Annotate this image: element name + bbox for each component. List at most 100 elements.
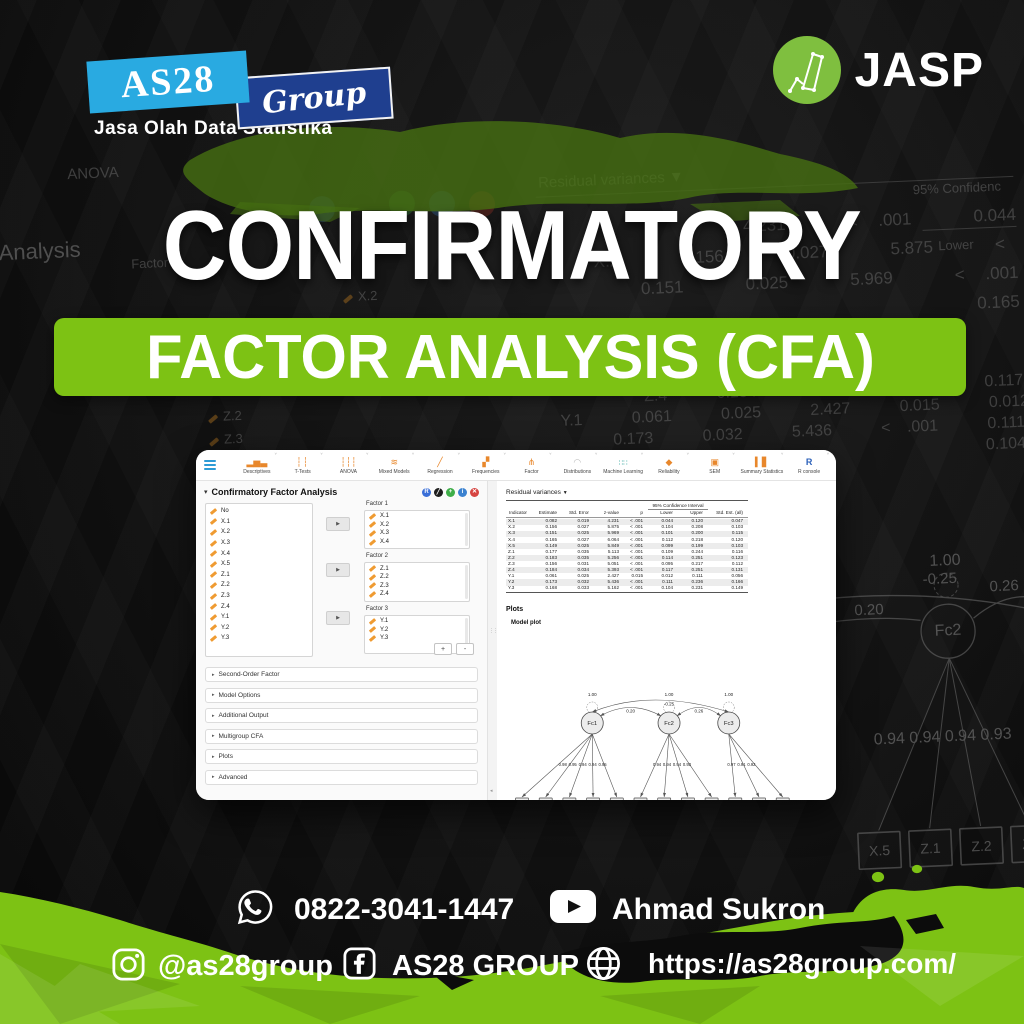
- toolbar-icon: [755, 456, 769, 469]
- cell-std-error: 0.034: [577, 567, 590, 572]
- toolbar-item[interactable]: Frequencies: [466, 451, 506, 479]
- options-section[interactable]: ▸ Plots: [205, 749, 478, 764]
- variable-item[interactable]: X.3: [365, 529, 469, 538]
- scale-icon: [209, 624, 218, 632]
- variable-item[interactable]: X.3: [206, 538, 312, 549]
- variable-item[interactable]: Z.2: [365, 573, 469, 582]
- assign-factor2-button[interactable]: ▶: [326, 563, 350, 577]
- options-section[interactable]: ▸ Advanced: [205, 769, 478, 785]
- scale-icon: [368, 582, 377, 590]
- variable-item[interactable]: X.1: [206, 517, 312, 528]
- jasp-window: Descriptives T-Tests ANOVA Mixed Models …: [196, 450, 836, 800]
- facebook-icon: [341, 945, 378, 987]
- ci-header: 95% Confidence Interval: [648, 503, 708, 510]
- cell-std-error: 0.025: [577, 542, 590, 548]
- svg-text:0.20: 0.20: [854, 601, 884, 619]
- cell-std-error: 0.033: [577, 585, 590, 591]
- variable-item[interactable]: X.1: [365, 512, 469, 521]
- svg-text:0.95: 0.95: [569, 762, 578, 767]
- table-title[interactable]: Residual variances ▼: [506, 489, 836, 496]
- toolbar-item-label: R console: [797, 468, 821, 475]
- r-syntax-button[interactable]: R: [422, 487, 431, 497]
- add-factor-button[interactable]: +: [434, 643, 452, 655]
- menu-button[interactable]: [196, 450, 230, 480]
- options-section[interactable]: ▸ Second-Order Factor: [205, 667, 478, 682]
- toolbar-item[interactable]: Regression: [420, 451, 460, 479]
- variable-item[interactable]: Z.4: [365, 590, 469, 599]
- toolbar-item[interactable]: Distributions: [557, 451, 598, 479]
- cell-std-est: 0.112: [731, 560, 743, 566]
- close-analysis-button[interactable]: ✕: [470, 487, 479, 497]
- scale-icon: [209, 518, 218, 526]
- svg-text:0.94: 0.94: [589, 762, 598, 767]
- assign-factor1-button[interactable]: ▶: [326, 517, 350, 531]
- variable-item[interactable]: Z.1: [365, 564, 469, 573]
- variable-item[interactable]: Y.3: [206, 633, 312, 644]
- scale-icon: [368, 573, 377, 581]
- help-button[interactable]: i: [458, 487, 467, 497]
- variable-item[interactable]: Z.1: [206, 570, 312, 581]
- toolbar-item[interactable]: Descriptives: [237, 451, 277, 479]
- collapse-caret-icon[interactable]: ▾: [204, 489, 208, 496]
- toolbar-item[interactable]: ANOVA: [328, 451, 369, 479]
- section-label: Advanced: [218, 773, 248, 781]
- plots-heading: Plots: [506, 605, 524, 613]
- variable-item[interactable]: Z.3: [206, 591, 312, 602]
- factor-name-field[interactable]: Factor 3: [366, 605, 389, 612]
- cell-indicator: X.2: [508, 524, 515, 530]
- toolbar-item-label: Distributions: [563, 468, 592, 475]
- table-row: X.2 0.156 0.027 5.875 < .001 0.104 0.208…: [506, 525, 748, 531]
- cell-upper: 0.251: [691, 554, 704, 560]
- toolbar-item-label: Reliability: [658, 468, 680, 475]
- toolbar-item[interactable]: Mixed Models: [374, 451, 414, 479]
- toolbar-item[interactable]: Machine Learning: [603, 451, 643, 479]
- svg-text:0.97: 0.97: [727, 762, 736, 767]
- remove-factor-button[interactable]: -: [456, 643, 474, 655]
- edit-title-button[interactable]: ╱: [434, 487, 443, 497]
- toolbar-item[interactable]: T-Tests: [283, 451, 323, 479]
- variable-label: Z.3: [221, 593, 230, 600]
- variable-item[interactable]: X.2: [206, 527, 312, 538]
- variable-label: X.4: [221, 550, 231, 557]
- options-section[interactable]: ▸ Model Options: [205, 687, 478, 703]
- variable-item[interactable]: Y.2: [365, 625, 469, 634]
- scale-icon: [368, 591, 377, 598]
- factor-name-field[interactable]: Factor 1: [366, 501, 389, 507]
- divider-handle[interactable]: ⋮⋮: [489, 627, 498, 634]
- variable-item[interactable]: Z.4: [206, 601, 312, 612]
- toolbar-item[interactable]: SEM: [695, 451, 735, 479]
- variable-item[interactable]: Y.1: [206, 612, 312, 623]
- variable-item[interactable]: X.5: [206, 559, 312, 570]
- variable-item[interactable]: No: [206, 506, 312, 517]
- toolbar-item[interactable]: R console: [789, 451, 829, 479]
- cell-lower: 0.101: [661, 530, 674, 536]
- toolbar-item-label: Descriptives: [243, 468, 271, 475]
- results-panel: Residual variances ▼ 95% Confidence Inte…: [497, 481, 836, 800]
- variable-item[interactable]: Y.2: [206, 623, 312, 634]
- variable-item[interactable]: Z.3: [365, 582, 469, 591]
- cell-estimate: 0.082: [545, 518, 558, 524]
- duplicate-analysis-button[interactable]: +: [446, 487, 455, 497]
- variable-item[interactable]: X.2: [365, 521, 469, 530]
- toolbar-item[interactable]: Factor: [512, 451, 552, 479]
- assign-factor3-button[interactable]: ▶: [326, 611, 350, 625]
- collapse-panel-icon[interactable]: ◂: [490, 788, 493, 794]
- bg-var-z3: Z.3: [209, 431, 243, 447]
- cell-std-error: 0.025: [577, 530, 590, 536]
- variable-item[interactable]: Y.1: [365, 617, 469, 626]
- factor-name-field[interactable]: Factor 2: [366, 553, 389, 560]
- variable-item[interactable]: X.4: [206, 548, 312, 559]
- table-row: Z.1 0.177 0.035 5.113 < .001 0.109 0.244…: [506, 549, 748, 555]
- options-section[interactable]: ▸ Multigroup CFA: [205, 728, 478, 744]
- cell-std-est: 0.047: [731, 518, 744, 524]
- cell-lower: 0.104: [661, 524, 674, 530]
- banner-text: FACTOR ANALYSIS (CFA): [145, 322, 875, 392]
- cell-z-value: 5.875: [607, 524, 620, 530]
- table-menu-arrow-icon[interactable]: ▼: [562, 490, 568, 496]
- options-section[interactable]: ▸ Additional Output: [205, 708, 478, 723]
- variable-item[interactable]: Z.2: [206, 580, 312, 591]
- variable-item[interactable]: Y.3: [365, 634, 469, 643]
- variable-item[interactable]: X.4: [365, 538, 469, 547]
- toolbar-item[interactable]: Summary Statistics: [740, 451, 783, 479]
- toolbar-item[interactable]: Reliability: [649, 451, 689, 479]
